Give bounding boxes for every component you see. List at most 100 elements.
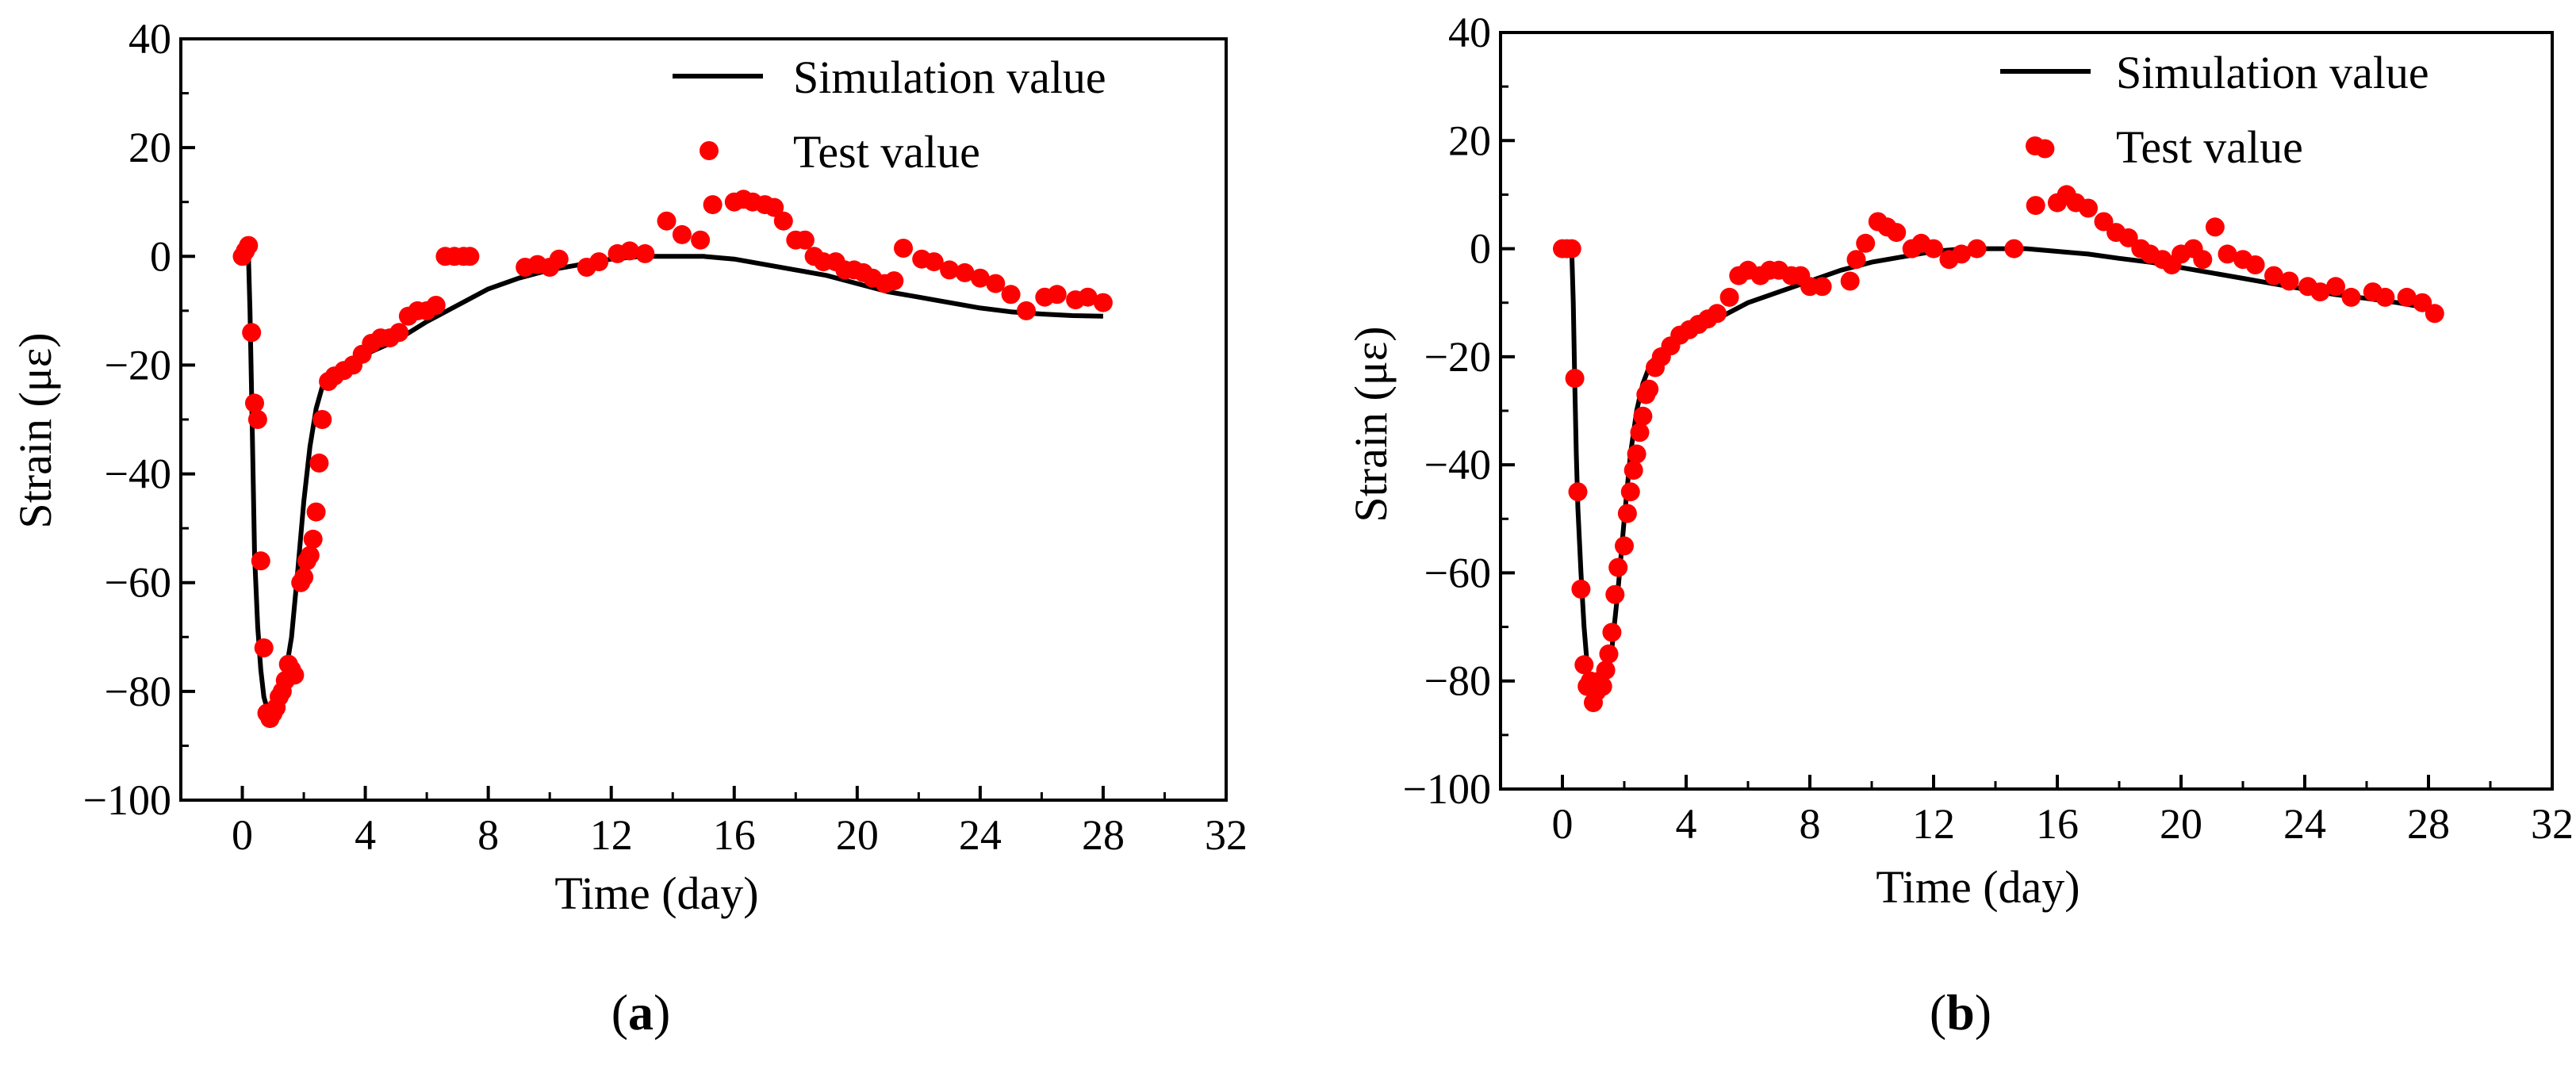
test-value-point bbox=[2026, 196, 2045, 216]
panel-label-close: ) bbox=[654, 984, 670, 1040]
legend-test-label: Test value bbox=[2116, 121, 2303, 173]
test-value-point bbox=[924, 252, 944, 272]
legend-simulation-label: Simulation value bbox=[2116, 47, 2429, 98]
test-value-point bbox=[2004, 239, 2024, 259]
test-value-point bbox=[986, 274, 1006, 293]
test-value-point bbox=[1562, 239, 1581, 259]
test-value-point bbox=[285, 665, 305, 685]
test-value-point bbox=[691, 230, 711, 250]
test-value-point bbox=[1093, 293, 1113, 312]
test-value-point bbox=[2397, 287, 2417, 307]
test-value-point bbox=[773, 211, 793, 231]
test-value-point bbox=[389, 323, 409, 343]
y-tick-label: −80 bbox=[105, 668, 171, 715]
test-value-point bbox=[1840, 271, 1860, 291]
test-value-point bbox=[1887, 223, 1907, 243]
x-tick-label: 0 bbox=[1552, 800, 1574, 848]
test-value-point bbox=[765, 197, 784, 217]
chart-panel-a: 40 20 0 −20 −40 −60 −80 −100 0 4 8 12 16 20 24 28 32 Si… bbox=[10, 15, 1248, 1040]
test-value-point bbox=[970, 268, 990, 288]
test-value-point bbox=[1078, 287, 1098, 307]
y-tick-label: 0 bbox=[150, 232, 171, 280]
test-value-point bbox=[2079, 198, 2098, 218]
test-value-point bbox=[247, 410, 267, 429]
test-value-point bbox=[703, 195, 723, 215]
test-value-point bbox=[620, 241, 639, 261]
test-value-point bbox=[1001, 285, 1021, 305]
x-tick-label: 12 bbox=[590, 811, 633, 859]
legend: Simulation value Test value bbox=[673, 52, 1106, 178]
test-value-point bbox=[1627, 444, 1646, 464]
test-value-point bbox=[1639, 379, 1659, 399]
test-value-point bbox=[294, 567, 314, 587]
x-tick-label: 28 bbox=[1082, 811, 1125, 859]
test-value-point bbox=[1574, 655, 1594, 675]
test-value-point bbox=[2413, 293, 2432, 312]
y-tick-label: −20 bbox=[105, 341, 171, 389]
y-axis-title: Strain (με) bbox=[10, 332, 61, 528]
test-value-point bbox=[303, 529, 323, 549]
test-value-point bbox=[1856, 233, 1876, 253]
x-tick-label: 16 bbox=[2036, 800, 2079, 848]
test-value-point bbox=[1719, 287, 1739, 307]
test-value-point bbox=[1617, 504, 1637, 523]
x-tick-label: 32 bbox=[1205, 811, 1248, 859]
test-value-point bbox=[242, 323, 262, 343]
test-value-point bbox=[2245, 255, 2265, 274]
test-value-point bbox=[239, 236, 259, 255]
test-value-point bbox=[245, 393, 264, 413]
test-value-point bbox=[1593, 676, 1612, 696]
x-tick-label: 24 bbox=[959, 811, 1002, 859]
test-value-point bbox=[1620, 482, 1640, 502]
x-tick-label: 0 bbox=[232, 811, 253, 859]
test-value-point bbox=[300, 546, 320, 565]
x-axis-ticks: 0 4 8 12 16 20 24 28 32 bbox=[1552, 775, 2574, 848]
legend-simulation-label: Simulation value bbox=[793, 52, 1106, 103]
panel-label-open: ( bbox=[1930, 984, 1946, 1040]
test-value-point bbox=[2264, 266, 2283, 285]
x-tick-label: 20 bbox=[836, 811, 879, 859]
test-value-point bbox=[589, 252, 609, 272]
y-tick-label: 20 bbox=[128, 124, 171, 171]
test-value-point bbox=[1967, 239, 1987, 259]
test-value-point bbox=[1952, 244, 1972, 264]
test-value-point bbox=[1615, 536, 1634, 556]
y-tick-label: −60 bbox=[1424, 549, 1491, 596]
y-tick-label: −100 bbox=[83, 776, 171, 824]
test-value-point bbox=[2375, 287, 2395, 307]
test-value-point bbox=[306, 502, 326, 522]
y-tick-label: −20 bbox=[1424, 333, 1491, 381]
x-tick-label: 16 bbox=[713, 811, 756, 859]
y-tick-label: −60 bbox=[105, 559, 171, 607]
test-value-point bbox=[2118, 228, 2138, 247]
x-tick-label: 4 bbox=[1676, 800, 1697, 848]
test-value-point bbox=[1602, 623, 1622, 642]
y-tick-label: 40 bbox=[1448, 9, 1491, 56]
y-tick-label: −100 bbox=[1403, 765, 1491, 813]
panel-label-close: ) bbox=[1975, 984, 1991, 1040]
test-value-point bbox=[1565, 369, 1585, 389]
test-value-point bbox=[426, 296, 446, 315]
test-value-point bbox=[1017, 301, 1036, 320]
y-tick-label: −80 bbox=[1424, 657, 1491, 705]
test-value-point bbox=[1047, 285, 1067, 305]
test-value-point bbox=[2279, 271, 2299, 291]
test-value-point bbox=[2326, 277, 2345, 297]
test-value-point bbox=[1630, 423, 1650, 442]
test-value-points bbox=[1553, 139, 2444, 712]
test-value-point bbox=[657, 211, 677, 231]
test-value-point bbox=[955, 262, 975, 282]
test-value-point bbox=[940, 260, 960, 280]
x-tick-label: 28 bbox=[2407, 800, 2450, 848]
y-axis-ticks: 40 20 0 −20 −40 −60 −80 −100 bbox=[83, 15, 195, 824]
test-value-point bbox=[2425, 304, 2444, 324]
legend: Simulation value Test value bbox=[2000, 47, 2429, 173]
x-tick-label: 8 bbox=[477, 811, 499, 859]
test-value-point bbox=[312, 410, 332, 429]
x-tick-label: 4 bbox=[355, 811, 376, 859]
test-value-points bbox=[232, 190, 1113, 729]
chart-panel-b: 40 20 0 −20 −40 −60 −80 −100 0 4 8 12 16 20 24 28 32 Si… bbox=[1345, 9, 2574, 1040]
test-value-point bbox=[2193, 250, 2213, 270]
